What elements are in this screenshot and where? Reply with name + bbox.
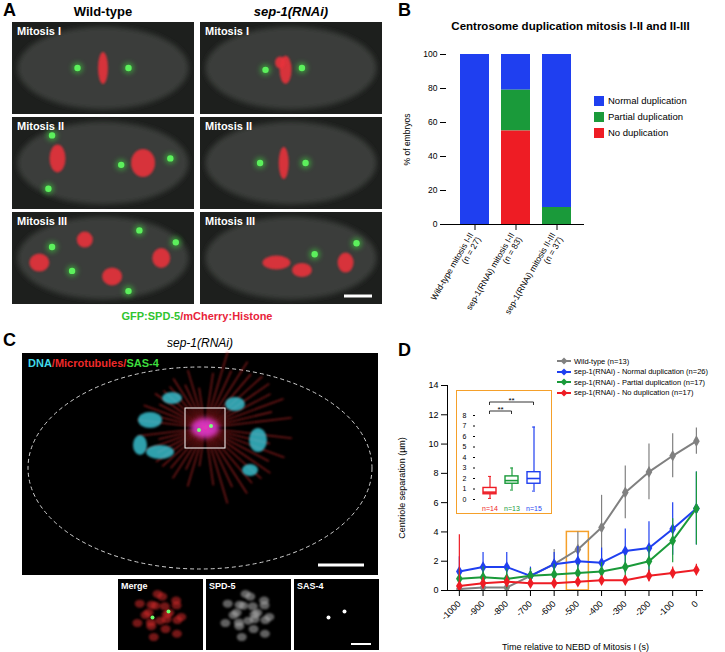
svg-text:1: 1 [463, 485, 467, 492]
svg-text:sep-1(RNAi) mitosis II-III(n =: sep-1(RNAi) mitosis II-III(n = 37) [502, 231, 564, 321]
svg-text:12: 12 [428, 410, 438, 420]
svg-text:6: 6 [463, 433, 467, 440]
svg-text:6: 6 [433, 498, 438, 508]
svg-text:**: ** [497, 405, 503, 414]
svg-text:0: 0 [463, 496, 467, 503]
svg-text:40: 40 [428, 151, 438, 161]
svg-text:0: 0 [689, 599, 700, 610]
svg-text:-100: -100 [656, 599, 676, 619]
svg-text:14: 14 [428, 380, 438, 390]
svg-text:n=15: n=15 [526, 505, 542, 512]
svg-text:-1000: -1000 [439, 599, 462, 622]
svg-text:Time relative to NEBD of Mitos: Time relative to NEBD of Mitosis I (s) [502, 642, 649, 652]
svg-text:8: 8 [463, 412, 467, 419]
svg-text:4: 4 [433, 527, 438, 537]
svg-text:-300: -300 [609, 599, 629, 619]
svg-text:-600: -600 [538, 599, 558, 619]
svg-text:0: 0 [433, 219, 438, 229]
svg-text:4: 4 [463, 454, 467, 461]
svg-text:100: 100 [423, 49, 437, 59]
svg-text:20: 20 [428, 185, 438, 195]
svg-text:80: 80 [428, 83, 438, 93]
svg-text:-500: -500 [562, 599, 582, 619]
svg-text:3: 3 [463, 464, 467, 471]
svg-text:n=13: n=13 [504, 505, 520, 512]
svg-text:% of embryos: % of embryos [402, 114, 412, 166]
svg-text:2: 2 [433, 556, 438, 566]
svg-text:10: 10 [428, 439, 438, 449]
svg-text:5: 5 [463, 443, 467, 450]
svg-text:-800: -800 [490, 599, 510, 619]
svg-text:**: ** [508, 396, 514, 405]
svg-text:8: 8 [433, 468, 438, 478]
svg-text:-200: -200 [633, 599, 653, 619]
svg-text:60: 60 [428, 117, 438, 127]
svg-text:7: 7 [463, 422, 467, 429]
svg-text:-700: -700 [514, 599, 534, 619]
svg-text:-400: -400 [585, 599, 605, 619]
svg-text:-900: -900 [467, 599, 487, 619]
svg-text:0: 0 [433, 585, 438, 595]
svg-text:2: 2 [463, 475, 467, 482]
svg-text:Centriole separation (µm): Centriole separation (µm) [397, 437, 407, 539]
svg-text:n=14: n=14 [482, 505, 498, 512]
